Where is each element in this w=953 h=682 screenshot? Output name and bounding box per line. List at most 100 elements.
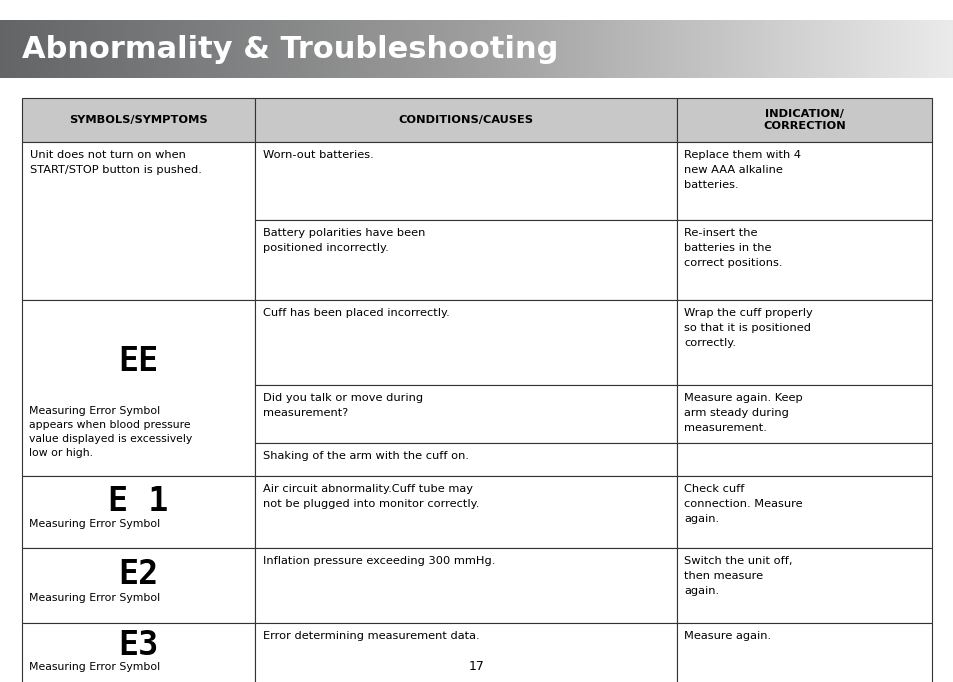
- Bar: [254, 623, 677, 682]
- Bar: [820, 20, 823, 78]
- Bar: [489, 20, 494, 78]
- Bar: [403, 20, 408, 78]
- Bar: [127, 20, 132, 78]
- Bar: [254, 142, 677, 220]
- Bar: [746, 20, 751, 78]
- Bar: [813, 20, 818, 78]
- Bar: [397, 20, 401, 78]
- Bar: [169, 20, 172, 78]
- Bar: [765, 20, 770, 78]
- Text: Switch the unit off,
then measure
again.: Switch the unit off, then measure again.: [683, 556, 792, 595]
- Bar: [26, 20, 30, 78]
- Bar: [855, 20, 859, 78]
- Bar: [781, 20, 785, 78]
- Bar: [524, 20, 528, 78]
- Text: Abnormality & Troubleshooting: Abnormality & Troubleshooting: [22, 35, 558, 65]
- Bar: [556, 20, 560, 78]
- Bar: [232, 20, 236, 78]
- Bar: [874, 20, 878, 78]
- Bar: [22, 623, 254, 682]
- Bar: [193, 20, 198, 78]
- Bar: [359, 20, 363, 78]
- Bar: [588, 20, 592, 78]
- Bar: [245, 20, 249, 78]
- Bar: [724, 20, 728, 78]
- Bar: [693, 20, 697, 78]
- Bar: [229, 20, 233, 78]
- Text: E3: E3: [118, 629, 158, 662]
- Bar: [369, 20, 373, 78]
- Bar: [670, 20, 675, 78]
- Bar: [899, 20, 903, 78]
- Text: Measure again.: Measure again.: [683, 631, 771, 641]
- Bar: [416, 20, 420, 78]
- Bar: [677, 443, 931, 476]
- Bar: [165, 20, 170, 78]
- Bar: [591, 20, 595, 78]
- Text: Did you talk or move during
measurement?: Did you talk or move during measurement?: [263, 393, 422, 418]
- Bar: [517, 20, 522, 78]
- Bar: [613, 20, 618, 78]
- Bar: [457, 20, 461, 78]
- Bar: [254, 443, 677, 476]
- Bar: [133, 20, 137, 78]
- Bar: [807, 20, 811, 78]
- Bar: [829, 20, 833, 78]
- Bar: [73, 20, 77, 78]
- Bar: [562, 20, 566, 78]
- Bar: [384, 20, 389, 78]
- Bar: [146, 20, 151, 78]
- Bar: [699, 20, 703, 78]
- Bar: [188, 20, 192, 78]
- Bar: [803, 20, 808, 78]
- Bar: [105, 20, 109, 78]
- Bar: [317, 20, 322, 78]
- Bar: [610, 20, 614, 78]
- Bar: [943, 20, 947, 78]
- Bar: [848, 20, 852, 78]
- Bar: [540, 20, 544, 78]
- Bar: [581, 20, 585, 78]
- Bar: [22, 548, 254, 623]
- Bar: [400, 20, 404, 78]
- Text: Replace them with 4
new AAA alkaline
batteries.: Replace them with 4 new AAA alkaline bat…: [683, 150, 801, 190]
- Text: Error determining measurement data.: Error determining measurement data.: [263, 631, 479, 641]
- Bar: [350, 20, 354, 78]
- Bar: [219, 20, 223, 78]
- Bar: [276, 20, 280, 78]
- Bar: [908, 20, 913, 78]
- Bar: [336, 20, 341, 78]
- Bar: [683, 20, 687, 78]
- Bar: [515, 20, 518, 78]
- Bar: [476, 20, 480, 78]
- Bar: [603, 20, 608, 78]
- Bar: [677, 20, 680, 78]
- Bar: [22, 142, 254, 300]
- Bar: [858, 20, 862, 78]
- Bar: [16, 20, 20, 78]
- Bar: [696, 20, 700, 78]
- Bar: [861, 20, 865, 78]
- Bar: [331, 20, 335, 78]
- Bar: [902, 20, 906, 78]
- Bar: [451, 20, 456, 78]
- Bar: [715, 20, 719, 78]
- Bar: [79, 20, 84, 78]
- Bar: [410, 20, 414, 78]
- Bar: [531, 20, 535, 78]
- Bar: [152, 20, 156, 78]
- Bar: [718, 20, 722, 78]
- Bar: [365, 20, 370, 78]
- Bar: [740, 20, 744, 78]
- Bar: [375, 20, 379, 78]
- Bar: [937, 20, 942, 78]
- Bar: [45, 20, 49, 78]
- Bar: [705, 20, 709, 78]
- Text: INDICATION/
CORRECTION: INDICATION/ CORRECTION: [762, 109, 845, 131]
- Bar: [422, 20, 427, 78]
- Bar: [841, 20, 846, 78]
- Bar: [658, 20, 661, 78]
- Bar: [896, 20, 900, 78]
- Text: EE: EE: [118, 345, 158, 378]
- Bar: [708, 20, 713, 78]
